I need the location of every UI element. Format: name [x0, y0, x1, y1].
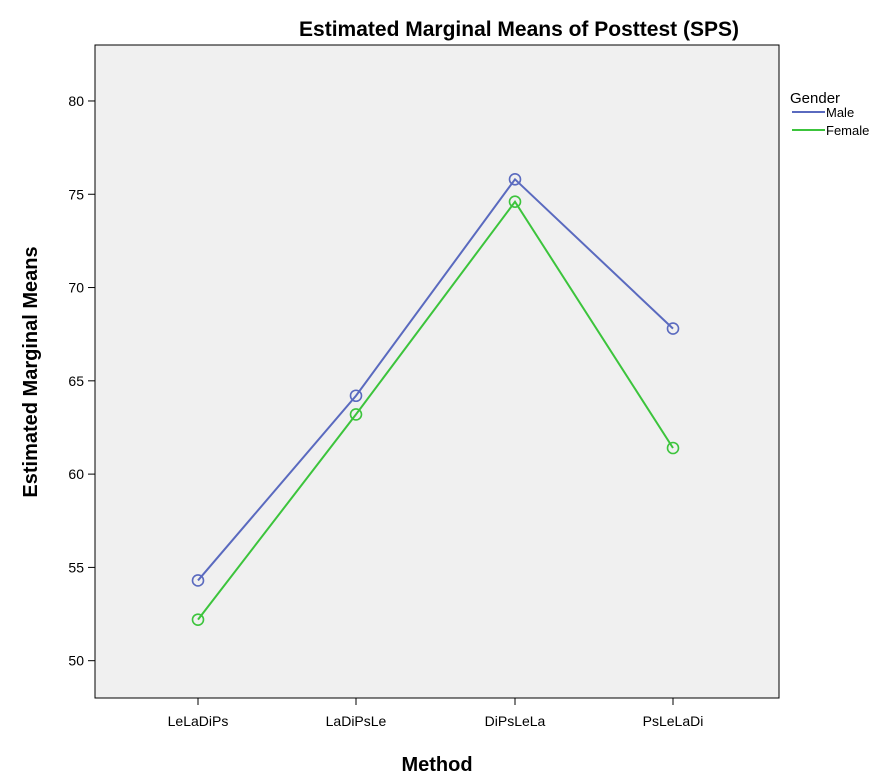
x-tick-label: DiPsLeLa — [485, 713, 546, 729]
y-tick-label: 50 — [68, 653, 84, 669]
y-axis: 50 55 60 65 70 75 80 — [68, 93, 95, 669]
legend-title: Gender — [790, 90, 840, 107]
series-line-male — [197, 177, 674, 582]
series-layer — [191, 173, 680, 626]
data-point-female — [349, 408, 363, 421]
data-point-male — [666, 322, 680, 335]
y-tick-label: 75 — [68, 186, 84, 202]
x-tick-label: LaDiPsLe — [326, 713, 387, 729]
legend: Gender Male Female — [790, 90, 869, 138]
plot-area — [94, 44, 780, 699]
legend-label-male: Male — [826, 105, 854, 120]
y-tick-label: 80 — [68, 93, 84, 109]
x-axis: LeLaDiPs LaDiPsLe DiPsLeLa PsLeLaDi — [168, 698, 704, 729]
y-tick-label: 60 — [68, 466, 84, 482]
data-point-male — [508, 173, 522, 186]
y-tick-label: 70 — [68, 280, 84, 296]
x-axis-title: Method — [401, 754, 472, 774]
y-tick-label: 65 — [68, 373, 84, 389]
data-point-female — [191, 613, 205, 626]
series-line-female — [197, 199, 674, 621]
data-point-female — [666, 441, 680, 455]
x-tick-label: LeLaDiPs — [168, 713, 229, 729]
x-tick-label: PsLeLaDi — [643, 713, 704, 729]
chart-title: Estimated Marginal Means of Posttest (SP… — [299, 18, 739, 41]
legend-label-female: Female — [826, 123, 869, 138]
y-axis-title: Estimated Marginal Means — [20, 246, 42, 497]
y-tick-label: 55 — [68, 559, 84, 575]
data-point-male — [191, 574, 205, 587]
data-point-male — [349, 389, 363, 403]
data-point-female — [508, 195, 522, 209]
